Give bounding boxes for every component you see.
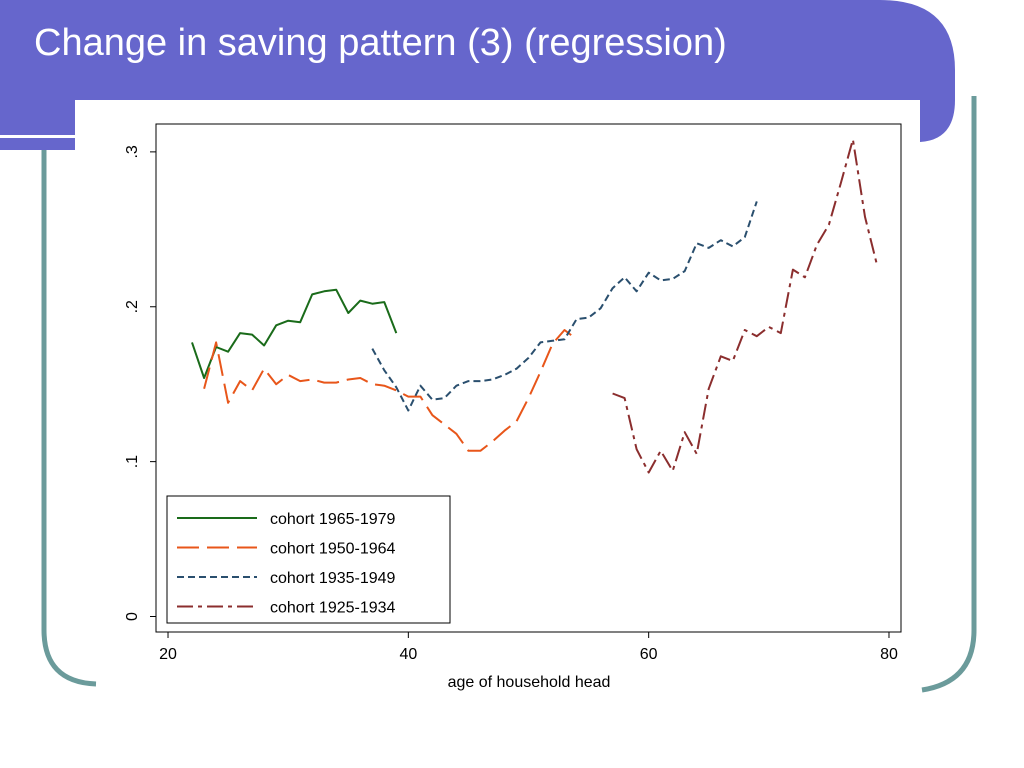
x-tick-label: 60 [640, 646, 658, 663]
x-axis-label: age of household head [448, 674, 611, 691]
y-tick-label: .3 [124, 145, 141, 158]
series-layer [191, 138, 878, 474]
series-line-3 [371, 201, 758, 412]
x-tick-label: 80 [880, 646, 898, 663]
legend-label: cohort 1925-1934 [270, 600, 396, 617]
x-tick-label: 40 [399, 646, 417, 663]
y-tick-label: .1 [124, 455, 141, 468]
series-line-1 [191, 288, 398, 379]
title-banner [0, 0, 955, 142]
slide-frame [41, 95, 977, 693]
banner-strip [0, 138, 75, 150]
legend-label: cohort 1965-1979 [270, 511, 396, 528]
y-tick-label: .2 [124, 300, 141, 313]
y-tick-label: 0 [124, 612, 141, 621]
legend: cohort 1965-1979 cohort 1950-1964 cohort 1… [166, 495, 451, 624]
legend-label: cohort 1950-1964 [270, 541, 396, 558]
axes: 20 40 60 80 0 .1 .2 .3 [124, 145, 898, 663]
slide-title: Change in saving pattern (3) (regression… [34, 22, 727, 64]
legend-label: cohort 1935-1949 [270, 570, 396, 587]
series-line-4 [612, 138, 878, 474]
series-line-2 [203, 329, 578, 452]
x-tick-label: 20 [159, 646, 177, 663]
